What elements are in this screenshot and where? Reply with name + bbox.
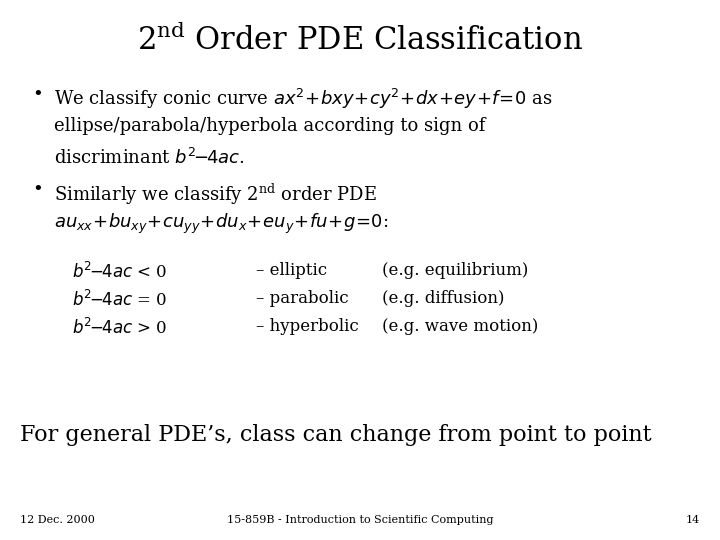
- Text: •: •: [32, 86, 43, 104]
- Text: 15-859B - Introduction to Scientific Computing: 15-859B - Introduction to Scientific Com…: [227, 515, 493, 525]
- Text: $\mathit{b^2\!\!-\!\!4ac}$ = 0: $\mathit{b^2\!\!-\!\!4ac}$ = 0: [72, 290, 167, 310]
- Text: – elliptic: – elliptic: [256, 262, 327, 279]
- Text: $\mathit{b^2\!\!-\!\!4ac}$ < 0: $\mathit{b^2\!\!-\!\!4ac}$ < 0: [72, 262, 167, 282]
- Text: (e.g. equilibrium): (e.g. equilibrium): [382, 262, 528, 279]
- Text: discriminant $\mathit{b^2\!\!-\!\!4ac}$.: discriminant $\mathit{b^2\!\!-\!\!4ac}$.: [54, 148, 245, 168]
- Text: We classify conic curve $\mathit{ax^2\!+\!bxy\!+\!cy^2\!+\!dx\!+\!ey\!+\!f\!=\!0: We classify conic curve $\mathit{ax^2\!+…: [54, 86, 552, 111]
- Text: ellipse/parabola/hyperbola according to sign of: ellipse/parabola/hyperbola according to …: [54, 117, 485, 135]
- Text: – parabolic: – parabolic: [256, 290, 348, 307]
- Text: 12 Dec. 2000: 12 Dec. 2000: [20, 515, 95, 525]
- Text: 2$^{\mathregular{nd}}$ Order PDE Classification: 2$^{\mathregular{nd}}$ Order PDE Classif…: [137, 24, 583, 57]
- Text: – hyperbolic: – hyperbolic: [256, 318, 359, 335]
- Text: Similarly we classify 2$^{\mathregular{nd}}$ order PDE: Similarly we classify 2$^{\mathregular{n…: [54, 181, 377, 207]
- Text: (e.g. wave motion): (e.g. wave motion): [382, 318, 538, 335]
- Text: •: •: [32, 181, 43, 199]
- Text: $\mathit{b^2\!\!-\!\!4ac}$ > 0: $\mathit{b^2\!\!-\!\!4ac}$ > 0: [72, 318, 167, 338]
- Text: For general PDE’s, class can change from point to point: For general PDE’s, class can change from…: [20, 424, 652, 446]
- Text: (e.g. diffusion): (e.g. diffusion): [382, 290, 504, 307]
- Text: $\mathit{au_{xx}\!+\!bu_{xy}\!+\!cu_{yy}\!+\!du_x\!+\!eu_y\!+\!fu\!+\!g\!=\!0}$:: $\mathit{au_{xx}\!+\!bu_{xy}\!+\!cu_{yy}…: [54, 212, 389, 237]
- Text: 14: 14: [685, 515, 700, 525]
